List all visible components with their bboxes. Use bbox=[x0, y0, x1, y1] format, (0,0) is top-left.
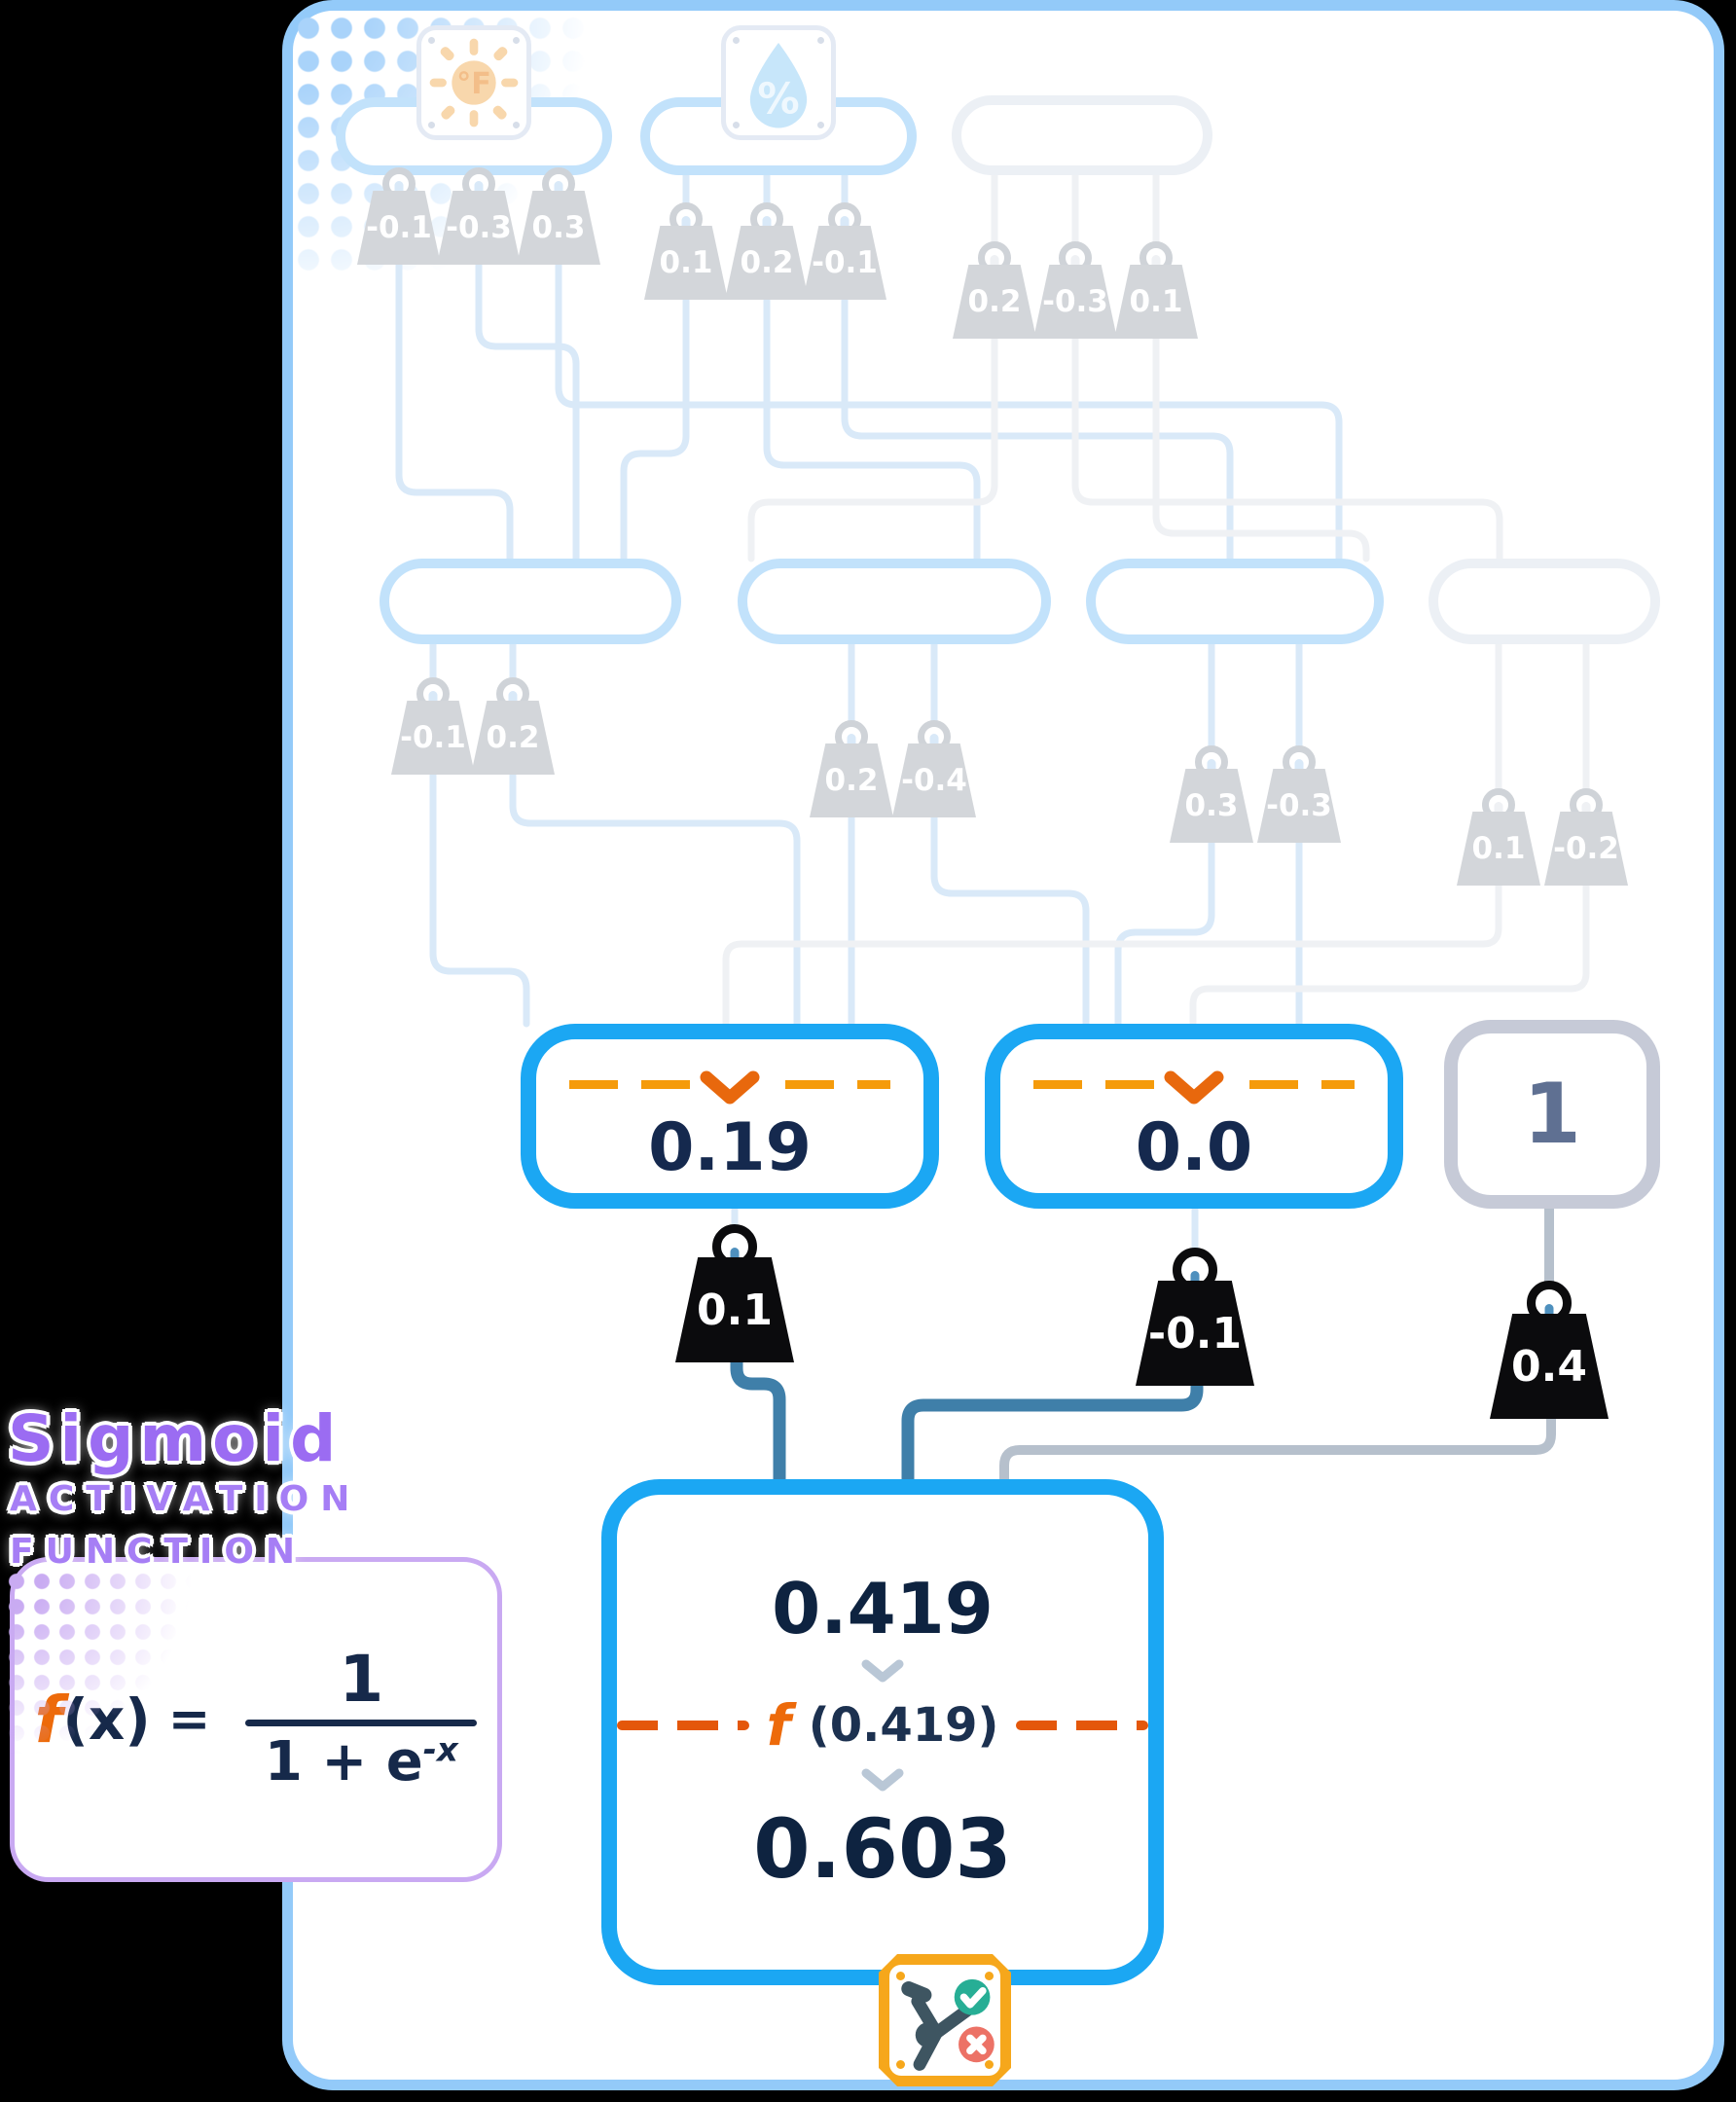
weight-value: 0.2 bbox=[810, 743, 893, 817]
function-argument: (0.419) bbox=[808, 1698, 999, 1753]
weight-final-1: 0.1 bbox=[675, 1224, 794, 1362]
weight-value: -0.3 bbox=[437, 191, 521, 265]
denominator-base: 1 + e bbox=[264, 1729, 423, 1794]
chip-corner-dot bbox=[733, 37, 740, 44]
activation-value: 0.19 bbox=[648, 1109, 812, 1186]
weight-value: 0.1 bbox=[1457, 812, 1540, 886]
fraction-bar bbox=[245, 1719, 478, 1726]
chevron-down-icon bbox=[1164, 1070, 1224, 1105]
hidden-node-3 bbox=[1086, 559, 1384, 644]
weight-hidden: 0.3 bbox=[1170, 745, 1253, 843]
activation-function-row: f (0.419) bbox=[616, 1692, 1149, 1758]
humidity-chip: % bbox=[721, 25, 836, 140]
bias-node: 1 bbox=[1444, 1020, 1660, 1209]
sigmoid-title: Sigmoid bbox=[8, 1401, 343, 1476]
activation-dash-indicator bbox=[1033, 1069, 1355, 1107]
wires-bias-gray bbox=[999, 1204, 1556, 1484]
weight-hidden: -0.2 bbox=[1544, 788, 1628, 886]
denominator-exponent: -x bbox=[422, 1729, 458, 1769]
active-node-2: 0.0 bbox=[985, 1024, 1403, 1209]
function-name: f bbox=[766, 1692, 791, 1758]
weight-value: 0.3 bbox=[1170, 769, 1253, 843]
orange-dash-segment bbox=[1016, 1721, 1149, 1730]
activation-dash-indicator bbox=[569, 1069, 890, 1107]
wires-light-gray bbox=[722, 169, 1590, 1028]
weight-input: -0.1 bbox=[357, 167, 441, 265]
weight-value: -0.3 bbox=[1033, 265, 1117, 339]
activation-value: 0.0 bbox=[1135, 1109, 1253, 1186]
output-node: 0.419 f (0.419) 0.603 bbox=[601, 1479, 1164, 1985]
weight-input: 0.2 bbox=[725, 202, 809, 300]
weight-final-bias: 0.4 bbox=[1490, 1281, 1609, 1419]
orange-dash-segment bbox=[616, 1721, 749, 1730]
chevron-down-icon bbox=[861, 1768, 904, 1792]
chip-corner-dot bbox=[733, 122, 740, 128]
chip-corner-dot bbox=[513, 37, 520, 44]
weight-input: 0.1 bbox=[1114, 241, 1198, 339]
wires-steel-blue bbox=[730, 1356, 1204, 1486]
chip-corner-dot bbox=[428, 122, 435, 128]
input-node-inactive bbox=[952, 95, 1212, 175]
weight-input: 0.3 bbox=[517, 167, 600, 265]
weight-value: 0.1 bbox=[644, 226, 728, 300]
weight-value: 0.2 bbox=[471, 701, 555, 775]
halftone-dots-purple bbox=[4, 1569, 199, 1754]
chip-corner-dot bbox=[817, 122, 824, 128]
sigmoid-subtitle-activation: ACTIVATION bbox=[10, 1479, 362, 1519]
activated-output-value: 0.603 bbox=[753, 1801, 1012, 1897]
weight-input: -0.1 bbox=[803, 202, 886, 300]
weight-hidden: -0.3 bbox=[1257, 745, 1341, 843]
temperature-sun-icon: °F bbox=[429, 38, 519, 127]
weight-value: -0.1 bbox=[391, 701, 475, 775]
hidden-node-2 bbox=[738, 559, 1051, 644]
weight-input: 0.2 bbox=[953, 241, 1036, 339]
weight-value: 0.1 bbox=[1114, 265, 1198, 339]
active-node-1: 0.19 bbox=[521, 1024, 939, 1209]
weight-hidden: 0.2 bbox=[471, 677, 555, 775]
weight-hidden: 0.1 bbox=[1457, 788, 1540, 886]
weight-value: -0.3 bbox=[1257, 769, 1341, 843]
temperature-chip: °F bbox=[416, 25, 531, 140]
humidity-unit-label: % bbox=[757, 75, 799, 124]
decision-check-icon bbox=[879, 1954, 1011, 2086]
icon-corner-dot bbox=[985, 1972, 994, 1980]
fraction-numerator: 1 bbox=[339, 1642, 384, 1718]
weight-value: -0.1 bbox=[1136, 1281, 1254, 1386]
hidden-node-1 bbox=[380, 559, 681, 644]
humidity-droplet-icon: % bbox=[749, 42, 808, 128]
chip-corner-dot bbox=[817, 37, 824, 44]
fraction-denominator: 1 + e-x bbox=[265, 1730, 458, 1794]
weight-hidden: 0.2 bbox=[810, 720, 893, 817]
formula-fraction: 1 1 + e-x bbox=[245, 1642, 478, 1794]
weight-value: -0.2 bbox=[1544, 812, 1628, 886]
chip-corner-dot bbox=[513, 122, 520, 128]
weight-input: -0.3 bbox=[1033, 241, 1117, 339]
weight-value: 0.1 bbox=[675, 1257, 794, 1362]
chip-corner-dot bbox=[428, 37, 435, 44]
weighted-sum-value: 0.419 bbox=[772, 1568, 994, 1649]
robot-choice-glyph bbox=[901, 1978, 995, 2071]
weight-value: -0.1 bbox=[357, 191, 441, 265]
weight-value: -0.4 bbox=[892, 743, 976, 817]
chevron-down-icon bbox=[700, 1070, 760, 1105]
weight-value: -0.1 bbox=[803, 226, 886, 300]
chevron-down-icon bbox=[861, 1659, 904, 1683]
hidden-node-4 bbox=[1429, 559, 1660, 644]
weight-value: 0.4 bbox=[1490, 1314, 1609, 1419]
weight-value: 0.2 bbox=[953, 265, 1036, 339]
sigmoid-subtitle-function: FUNCTION bbox=[10, 1532, 307, 1572]
icon-corner-dot bbox=[985, 2060, 994, 2069]
weight-value: 0.3 bbox=[517, 191, 600, 265]
temperature-unit-label: °F bbox=[456, 67, 491, 101]
weight-hidden: -0.1 bbox=[391, 677, 475, 775]
icon-corner-dot bbox=[896, 2060, 905, 2069]
weight-input: 0.1 bbox=[644, 202, 728, 300]
weight-final-2: -0.1 bbox=[1136, 1248, 1254, 1386]
icon-corner-dot bbox=[896, 1972, 905, 1980]
weight-input: -0.3 bbox=[437, 167, 521, 265]
weight-hidden: -0.4 bbox=[892, 720, 976, 817]
weight-value: 0.2 bbox=[725, 226, 809, 300]
